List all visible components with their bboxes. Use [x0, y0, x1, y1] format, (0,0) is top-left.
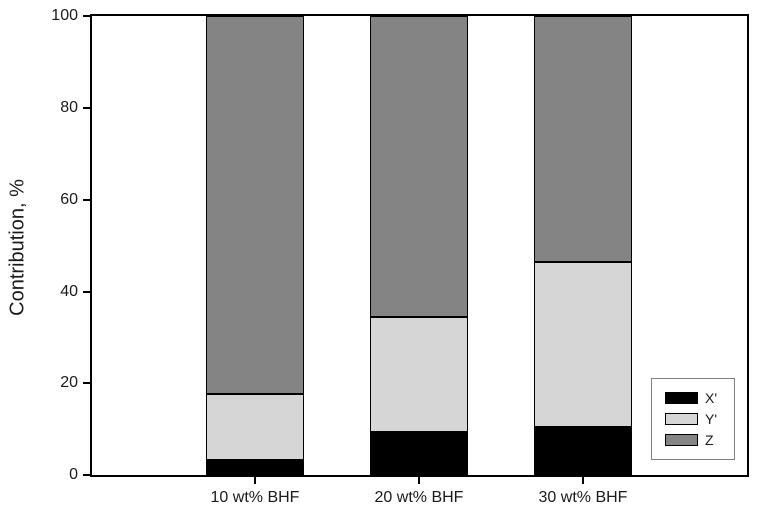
y-tick-mark [83, 382, 90, 384]
legend: X' Y' Z [651, 378, 735, 460]
legend-label-y: Y' [705, 411, 718, 427]
bar-30-wt-bhf [534, 16, 632, 475]
bar-segment-y [206, 394, 304, 460]
y-tick-label-20: 20 [60, 374, 78, 391]
legend-label-z: Z [705, 432, 714, 448]
x-tick-label-3: 30 wt% BHF [538, 489, 628, 506]
plot-area [92, 16, 747, 475]
y-tick-mark [83, 107, 90, 109]
x-tick-label-1: 10 wt% BHF [210, 489, 300, 506]
y-tick-label-60: 60 [60, 191, 78, 208]
legend-entry-z: Z [665, 433, 734, 447]
bar-segment-x [206, 459, 304, 475]
y-tick-mark [83, 291, 90, 293]
legend-entry-x: X' [665, 391, 734, 405]
bar-segment-z [370, 16, 468, 318]
y-tick-label-0: 0 [69, 466, 78, 483]
x-tick-mark [418, 477, 420, 484]
legend-entry-y: Y' [665, 412, 734, 426]
legend-label-x: X' [705, 390, 718, 406]
bar-segment-x [370, 432, 468, 475]
x-tick-mark [254, 477, 256, 484]
bar-20-wt-bhf [370, 16, 468, 475]
bar-segment-z [206, 16, 304, 395]
bar-segment-z [534, 16, 632, 262]
y-tick-label-100: 100 [51, 7, 78, 24]
bar-10-wt-bhf [206, 16, 304, 475]
legend-swatch-x-icon [665, 392, 698, 404]
y-tick-label-40: 40 [60, 283, 78, 300]
legend-swatch-z-icon [665, 434, 698, 446]
x-tick-label-2: 20 wt% BHF [374, 489, 464, 506]
y-axis-title: Contribution, % [6, 179, 29, 316]
bar-segment-y [370, 317, 468, 433]
legend-swatch-y-icon [665, 413, 698, 425]
y-tick-mark [83, 199, 90, 201]
bar-segment-x [534, 427, 632, 475]
y-tick-label-80: 80 [60, 99, 78, 116]
bar-segment-y [534, 261, 632, 428]
y-tick-mark [83, 15, 90, 17]
x-tick-mark [582, 477, 584, 484]
y-tick-mark [83, 474, 90, 476]
